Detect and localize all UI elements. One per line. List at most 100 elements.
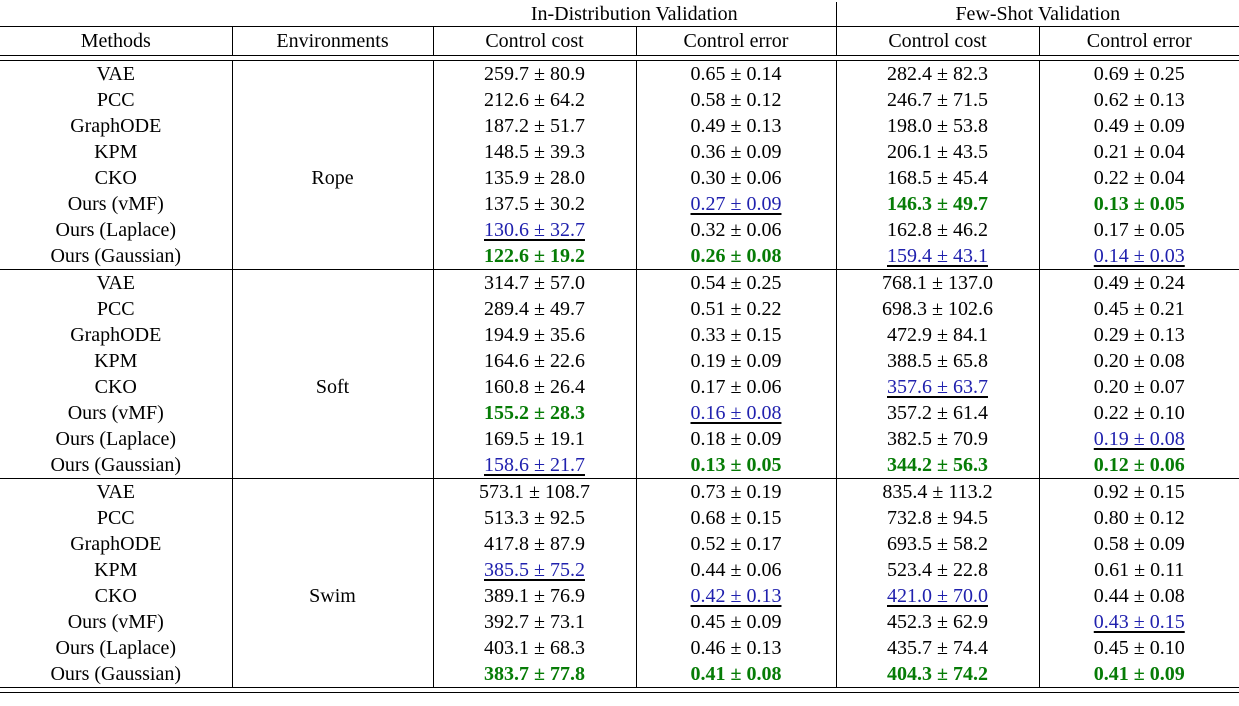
metric-value-cell: 0.44 ± 0.08	[1038, 583, 1239, 609]
method-name-cell: GraphODE	[70, 115, 162, 137]
method-name-cell: CKO	[94, 167, 137, 189]
method-name-cell: PCC	[96, 298, 135, 320]
metric-value: 187.2 ± 51.7	[484, 115, 585, 137]
metric-value: 0.33 ± 0.15	[690, 324, 782, 346]
metric-value: 382.5 ± 70.9	[887, 428, 988, 450]
method-name-cell: VAE	[96, 272, 136, 294]
metric-value-cell: 472.9 ± 84.1	[835, 322, 1039, 348]
in-distribution-validation-header: In-Distribution Validation	[433, 2, 836, 27]
metric-value: 513.3 ± 92.5	[484, 507, 585, 529]
metric-value: 0.43 ± 0.15	[1093, 611, 1185, 633]
col-header-fs-control-cost: Control cost	[835, 26, 1039, 56]
metric-value-cell: 168.5 ± 45.4	[835, 165, 1039, 191]
metric-value-cell: 0.20 ± 0.08	[1038, 348, 1239, 374]
metric-value: 0.80 ± 0.12	[1093, 507, 1185, 529]
metric-value: 0.49 ± 0.24	[1093, 272, 1185, 294]
metric-value-cell: 835.4 ± 113.2	[835, 478, 1039, 505]
column-header-row: Methods Environments Control cost Contro…	[0, 26, 1239, 56]
metric-value: 0.16 ± 0.08	[690, 402, 782, 424]
metric-value: 403.1 ± 68.3	[484, 637, 585, 659]
metric-value-cell: 0.80 ± 0.12	[1038, 505, 1239, 531]
method-name-cell: Ours (Gaussian)	[0, 452, 232, 479]
environment-cell: Rope	[231, 60, 433, 270]
metric-value-cell: 0.46 ± 0.13	[635, 635, 836, 661]
metric-value: 0.92 ± 0.15	[1093, 481, 1185, 503]
metric-value-cell: 187.2 ± 51.7	[432, 113, 636, 139]
metric-value: 0.69 ± 0.25	[1093, 63, 1185, 85]
metric-value-cell: 0.41 ± 0.08	[635, 661, 836, 688]
col-header-fs-control-error: Control error	[1038, 26, 1239, 56]
metric-value-cell: 0.65 ± 0.14	[635, 60, 836, 87]
metric-value: 523.4 ± 22.8	[887, 559, 988, 581]
metric-value: 0.51 ± 0.22	[690, 298, 782, 320]
metric-value: 160.8 ± 26.4	[484, 376, 585, 398]
metric-value: 0.29 ± 0.13	[1093, 324, 1185, 346]
metric-value: 164.6 ± 22.6	[484, 350, 585, 372]
metric-value: 0.22 ± 0.10	[1093, 402, 1185, 424]
table-row: Ours (Laplace) 130.6 ± 32.7 0.32 ± 0.06 162…	[0, 217, 1239, 243]
metric-value-cell: 388.5 ± 65.8	[835, 348, 1039, 374]
table-row: VAE Soft 314.7 ± 57.0 0.54 ± 0.25 768.1 ± 13…	[0, 269, 1239, 479]
method-name-cell: Ours (Laplace)	[55, 637, 177, 659]
method-name-cell: KPM	[94, 141, 138, 163]
metric-value-cell: 0.20 ± 0.07	[1038, 374, 1239, 400]
environment-label: Soft	[315, 376, 350, 398]
metric-value-cell: 314.7 ± 57.0	[432, 269, 636, 296]
metric-value: 0.26 ± 0.08	[690, 245, 782, 267]
metric-value: 0.12 ± 0.06	[1093, 454, 1185, 476]
metric-value-cell: 198.0 ± 53.8	[835, 113, 1039, 139]
metric-value: 0.41 ± 0.08	[690, 663, 782, 685]
metric-value-cell: 0.49 ± 0.24	[1038, 269, 1239, 296]
metric-value-cell: 0.68 ± 0.15	[635, 505, 836, 531]
metric-value: 389.1 ± 76.9	[484, 585, 585, 607]
table-row: KPM 148.5 ± 39.3 0.36 ± 0.09 206.1 ± 43.5 0.…	[0, 139, 1239, 165]
environment-cell: Swim	[231, 478, 433, 688]
method-name-cell: VAE	[96, 481, 136, 503]
metric-value-cell: 0.45 ± 0.09	[635, 609, 836, 635]
metric-value-cell: 148.5 ± 39.3	[432, 139, 636, 165]
metric-value: 314.7 ± 57.0	[484, 272, 585, 294]
metric-value-cell: 155.2 ± 28.3	[432, 400, 636, 426]
metric-value-cell: 206.1 ± 43.5	[835, 139, 1039, 165]
metric-value-cell: 417.8 ± 87.9	[432, 531, 636, 557]
metric-value: 198.0 ± 53.8	[887, 115, 988, 137]
metric-value: 0.42 ± 0.13	[690, 585, 782, 607]
method-name-cell: Ours (Gaussian)	[0, 243, 232, 270]
metric-value-cell: 0.45 ± 0.21	[1038, 296, 1239, 322]
metric-value: 472.9 ± 84.1	[887, 324, 988, 346]
table-row: Ours (Laplace) 403.1 ± 68.3 0.46 ± 0.13 435…	[0, 635, 1239, 661]
metric-value: 404.3 ± 74.2	[887, 663, 988, 685]
table-row: PCC 289.4 ± 49.7 0.51 ± 0.22 698.3 ± 102.6 0…	[0, 296, 1239, 322]
metric-value: 417.8 ± 87.9	[484, 533, 585, 555]
metric-value: 0.46 ± 0.13	[690, 637, 782, 659]
environment-label: Swim	[309, 585, 356, 607]
metric-value: 0.17 ± 0.05	[1093, 219, 1185, 241]
metric-value: 0.68 ± 0.15	[690, 507, 782, 529]
metric-value: 0.73 ± 0.19	[690, 481, 782, 503]
metric-value-cell: 385.5 ± 75.2	[432, 557, 636, 583]
metric-value: 0.58 ± 0.09	[1093, 533, 1185, 555]
metric-value-cell: 0.32 ± 0.06	[635, 217, 836, 243]
metric-value-cell: 0.16 ± 0.08	[635, 400, 836, 426]
metric-value-cell: 122.6 ± 19.2	[432, 243, 636, 270]
metric-value-cell: 768.1 ± 137.0	[835, 269, 1039, 296]
metric-value-cell: 0.51 ± 0.22	[635, 296, 836, 322]
metric-value-cell: 0.14 ± 0.03	[1038, 243, 1239, 270]
metric-value: 357.2 ± 61.4	[887, 402, 988, 424]
metric-value: 0.22 ± 0.04	[1093, 167, 1185, 189]
metric-value-cell: 0.36 ± 0.09	[635, 139, 836, 165]
table-row: KPM 385.5 ± 75.2 0.44 ± 0.06 523.4 ± 22.8 0.…	[0, 557, 1239, 583]
table-row: CKO 160.8 ± 26.4 0.17 ± 0.06 357.6 ± 63.7 0.…	[0, 374, 1239, 400]
metric-value-cell: 135.9 ± 28.0	[432, 165, 636, 191]
metric-value-cell: 0.18 ± 0.09	[635, 426, 836, 452]
metric-value: 0.41 ± 0.09	[1093, 663, 1185, 685]
metric-value: 383.7 ± 77.8	[484, 663, 585, 685]
method-name-cell: CKO	[94, 585, 137, 607]
col-header-id-control-cost: Control cost	[432, 26, 636, 56]
metric-value: 0.36 ± 0.09	[690, 141, 782, 163]
empty-corner-cell	[0, 2, 433, 27]
metric-value: 168.5 ± 45.4	[887, 167, 988, 189]
metric-value-cell: 164.6 ± 22.6	[432, 348, 636, 374]
metric-value: 421.0 ± 70.0	[887, 585, 988, 607]
metric-value-cell: 0.19 ± 0.09	[635, 348, 836, 374]
